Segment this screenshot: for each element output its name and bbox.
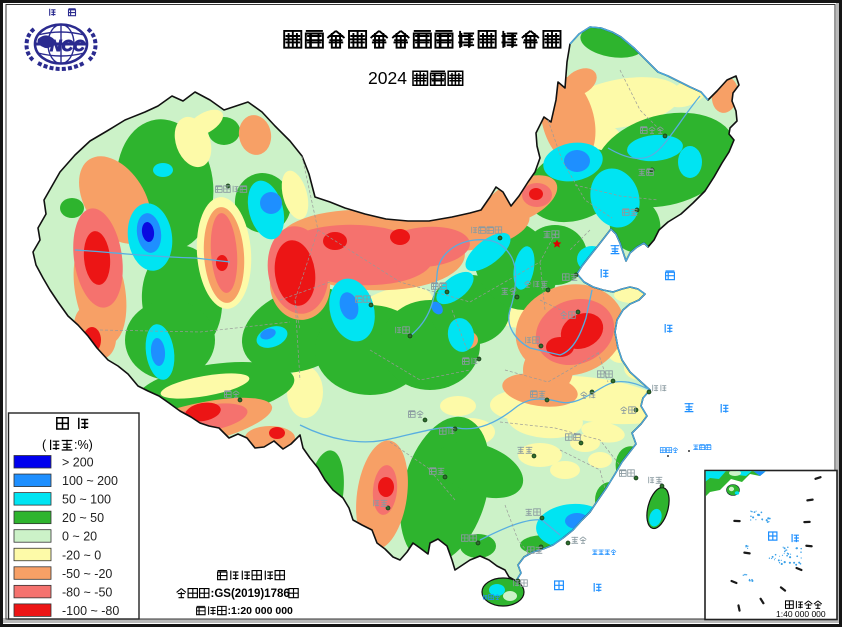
svg-text:50 ~ 100: 50 ~ 100 xyxy=(62,493,111,507)
svg-text:-80 ~ -50: -80 ~ -50 xyxy=(62,585,112,599)
svg-text::%): :%) xyxy=(74,438,93,452)
svg-text::GS(2019)1786: :GS(2019)1786 xyxy=(211,588,290,600)
svg-text:(: ( xyxy=(42,438,47,452)
svg-text:2024: 2024 xyxy=(368,68,407,88)
svg-text::1:20 000 000: :1:20 000 000 xyxy=(228,605,294,617)
svg-text:1:40 000 000: 1:40 000 000 xyxy=(776,609,826,619)
svg-text:NCC: NCC xyxy=(50,38,85,55)
svg-text:0 ~ 20: 0 ~ 20 xyxy=(62,530,97,544)
svg-text:> 200: > 200 xyxy=(62,456,94,470)
svg-text:-20 ~ 0: -20 ~ 0 xyxy=(62,548,101,562)
svg-text:100 ~ 200: 100 ~ 200 xyxy=(62,474,118,488)
svg-text:20 ~ 50: 20 ~ 50 xyxy=(62,511,104,525)
svg-text:-100 ~ -80: -100 ~ -80 xyxy=(62,604,119,618)
svg-text:-50 ~ -20: -50 ~ -20 xyxy=(62,567,112,581)
